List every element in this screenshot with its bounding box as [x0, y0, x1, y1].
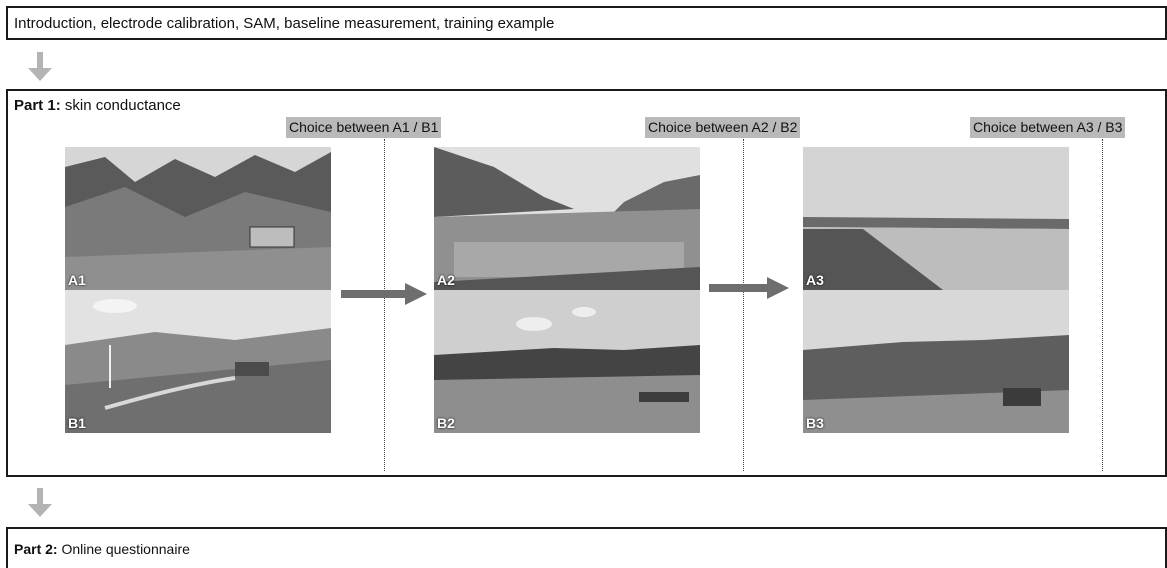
photo-label-a2: A2 [437, 272, 455, 288]
photo-label-b2: B2 [437, 415, 455, 431]
part1-title-bold: Part 1: [14, 97, 61, 114]
choice-label-1: Choice between A1 / B1 [286, 117, 442, 138]
divider-line-2 [743, 139, 744, 471]
landscape-photo-b3: B3 [803, 290, 1069, 433]
right-arrow-icon [341, 283, 427, 305]
photo-label-a1: A1 [68, 272, 86, 288]
photo-label-a3: A3 [806, 272, 824, 288]
choice-label-2: Choice between A2 / B2 [645, 117, 801, 138]
landscape-photo-a1: A1 [65, 147, 331, 290]
part1-box: Part 1: skin conductance Choice between … [6, 89, 1167, 477]
intro-box: Introduction, electrode calibration, SAM… [6, 6, 1167, 40]
part2-box: Part 2: Online questionnaire [6, 527, 1167, 568]
part1-title: Part 1: skin conductance [14, 97, 181, 114]
down-arrow-icon [28, 488, 52, 520]
part2-title-rest: Online questionnaire [57, 541, 190, 557]
divider-line-1 [384, 139, 385, 471]
choice-label-3: Choice between A3 / B3 [970, 117, 1126, 138]
divider-line-3 [1102, 139, 1103, 471]
part2-title-bold: Part 2: [14, 541, 58, 557]
intro-text: Introduction, electrode calibration, SAM… [14, 15, 555, 32]
photo-label-b1: B1 [68, 415, 86, 431]
part2-title: Part 2: Online questionnaire [14, 541, 190, 557]
landscape-photo-a2: A2 [434, 147, 700, 290]
photo-label-b3: B3 [806, 415, 824, 431]
landscape-photo-b2: B2 [434, 290, 700, 433]
right-arrow-icon [709, 277, 789, 299]
down-arrow-icon [28, 52, 52, 82]
landscape-photo-b1: B1 [65, 290, 331, 433]
landscape-photo-a3: A3 [803, 147, 1069, 290]
part1-title-rest: skin conductance [60, 97, 181, 114]
